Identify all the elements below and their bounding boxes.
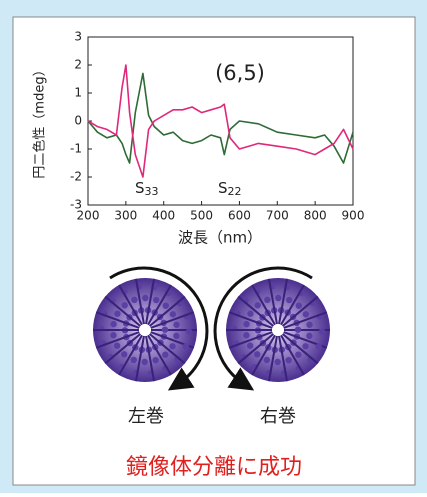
caption: 鏡像体分離に成功 [126,455,302,480]
tube-atom [114,343,120,349]
tube-atom [110,332,116,338]
tube-atom [275,295,281,301]
tube-atom [141,359,147,365]
tube-atom [274,359,280,365]
y-tick-label: 3 [74,30,82,44]
tube-atom [121,351,127,357]
tube-atom [152,357,158,363]
tube-atom [110,321,116,327]
y-tick-label: 0 [74,114,82,128]
right-label: 右巻 [260,406,296,427]
figure: 円二色性（mdeg） 波長（nm） (6,5) S33 S22 左巻 右巻 鏡像… [0,0,427,493]
tube-atom [131,297,137,303]
tube-atom [285,357,291,363]
tube-atom [173,322,179,328]
tube-core [272,324,284,336]
x-tick-label: 800 [304,209,327,223]
tube-atom [243,321,249,327]
y-label: 円二色性（mdeg） [32,63,48,178]
annotation: (6,5) [215,61,265,85]
tube-atom [247,343,253,349]
tube-atom [169,343,175,349]
y-tick-label: -1 [70,142,82,156]
tube-atom [295,326,301,332]
tube-atom [243,332,249,338]
tube-atom [183,343,189,349]
y-tick-label: 1 [74,86,82,100]
tube-atom [295,352,301,358]
x-tick-label: 900 [342,209,365,223]
x-tick-label: 400 [152,209,175,223]
y-tick-label: 2 [74,58,82,72]
x-tick-label: 600 [228,209,251,223]
tube-atom [153,297,159,303]
tube-atom [316,343,322,349]
tube-atom [303,311,309,317]
tube-atom [247,311,253,317]
panel [13,17,415,485]
tube-atom [254,302,260,308]
tube-atom [302,343,308,349]
tube-core [139,324,151,336]
tube-atom [296,302,302,308]
tube-atom [162,326,168,332]
tube-atom [114,311,120,317]
tube-atom [173,333,179,339]
x-label: 波長（nm） [178,229,262,247]
x-tick-label: 700 [266,209,289,223]
tube-atom [306,333,312,339]
tube-atom [186,328,192,334]
x-tick-label: 300 [114,209,137,223]
y-tick-label: -2 [70,170,82,184]
tube-atom [306,322,312,328]
tube-atom [254,351,260,357]
tube-atom [286,297,292,303]
tube-atom [131,357,137,363]
tube-atom [121,302,127,308]
x-tick-label: 500 [190,209,213,223]
tube-atom [162,352,168,358]
tube-atom [170,311,176,317]
x-tick-label: 200 [77,209,100,223]
tube-atom [264,357,270,363]
tube-atom [319,328,325,334]
tube-atom [142,295,148,301]
tube-atom [163,302,169,308]
tube-atom [264,297,270,303]
left-label: 左巻 [128,406,164,427]
